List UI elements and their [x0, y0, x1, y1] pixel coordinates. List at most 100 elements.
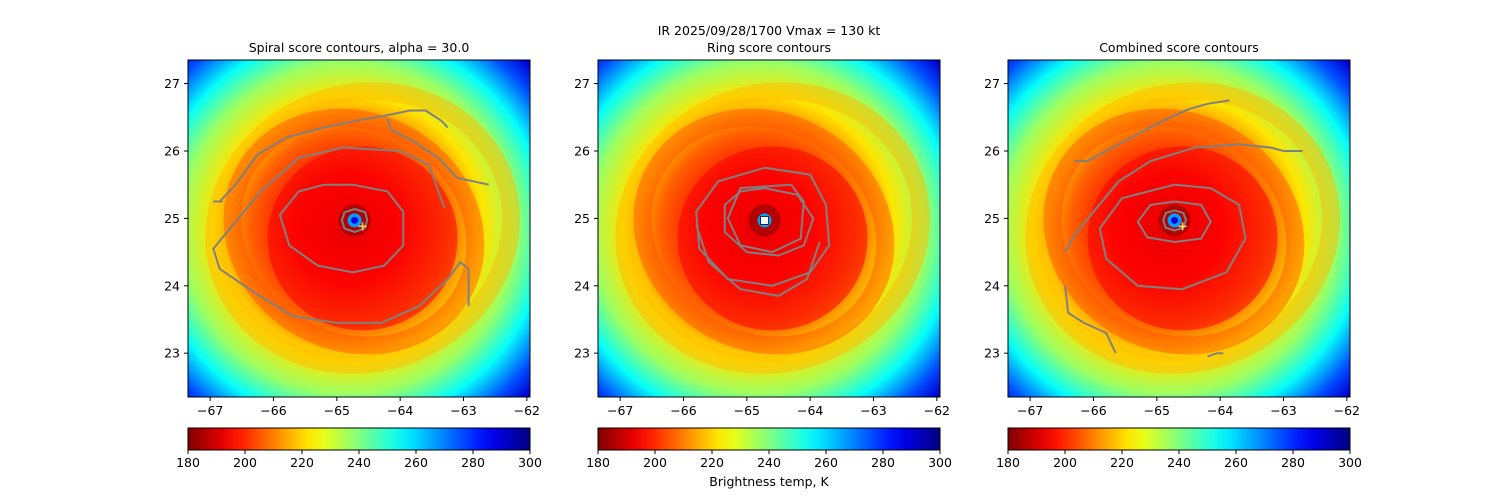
ir-image — [598, 60, 940, 397]
y-tick-label: 26 — [984, 143, 1000, 158]
x-tick-label: −66 — [1080, 403, 1106, 418]
y-tick-label: 26 — [164, 143, 180, 158]
score-contour — [1074, 99, 1230, 163]
x-tick-label: −64 — [1207, 403, 1233, 418]
colorbar-tick-label: 220 — [1110, 455, 1134, 470]
x-tick-label: −67 — [197, 403, 223, 418]
axes-frame — [597, 59, 941, 398]
y-tick-label: 23 — [574, 346, 590, 361]
colorbar-tick-label: 260 — [404, 455, 428, 470]
y-tick-label: 24 — [984, 278, 1000, 293]
score-contour — [1207, 352, 1224, 358]
figure-suptitle: IR 2025/09/28/1700 Vmax = 130 kt — [658, 23, 881, 38]
y-tick-label: 24 — [164, 278, 180, 293]
colorbar — [597, 427, 941, 451]
colorbar-tick-label: 220 — [290, 455, 314, 470]
x-tick-label: −65 — [324, 403, 350, 418]
colorbar-tick-label: 180 — [586, 455, 610, 470]
colorbar-tick-label: 220 — [700, 455, 724, 470]
colorbar-tick-label: 240 — [757, 455, 781, 470]
panel-title: Combined score contours — [1099, 40, 1259, 55]
panel-2: Ring score contours −67 −66 −65 −64 −63 −62 23 2… — [574, 40, 952, 470]
x-tick-label: −63 — [450, 403, 476, 418]
y-tick-label: 27 — [984, 76, 1000, 91]
center-marker — [358, 222, 367, 231]
axes-frame — [187, 59, 531, 398]
x-tick-label: −62 — [1334, 403, 1360, 418]
x-tick-label: −62 — [924, 403, 950, 418]
panel-title: Spiral score contours, alpha = 30.0 — [249, 40, 470, 55]
colorbar-label: Brightness temp, K — [709, 474, 829, 489]
panel-3: Combined score contours −67 −66 −65 −64 −63 −6… — [984, 40, 1362, 470]
panels: Spiral score contours, alpha = 30.0 −67 −6… — [164, 40, 1362, 470]
score-contour — [1064, 143, 1303, 253]
score-contour — [386, 118, 490, 186]
colorbar-tick-label: 200 — [1053, 455, 1077, 470]
central-dense-overcast — [267, 146, 458, 331]
y-tick-label: 25 — [984, 211, 1000, 226]
panel-1: Spiral score contours, alpha = 30.0 −67 −6… — [164, 40, 542, 470]
x-tick-label: −66 — [670, 403, 696, 418]
x-tick-label: −67 — [607, 403, 633, 418]
score-contour — [218, 109, 449, 203]
score-contour — [695, 166, 831, 287]
central-dense-overcast — [1087, 146, 1278, 331]
score-contour — [726, 183, 805, 254]
panel-title: Ring score contours — [707, 40, 831, 55]
x-tick-label: −62 — [514, 403, 540, 418]
colorbar-tick-label: 200 — [643, 455, 667, 470]
rain-band — [615, 82, 931, 374]
axes-frame — [1007, 59, 1351, 398]
colorbar-tick-label: 240 — [1167, 455, 1191, 470]
y-tick-label: 27 — [574, 76, 590, 91]
ir-image — [1008, 60, 1350, 397]
x-tick-label: −64 — [387, 403, 413, 418]
y-tick-label: 25 — [574, 211, 590, 226]
x-tick-label: −64 — [797, 403, 823, 418]
score-contour — [340, 208, 369, 233]
colorbar-tick-label: 300 — [1338, 455, 1362, 470]
y-tick-label: 23 — [164, 346, 180, 361]
colorbar-tick-label: 280 — [461, 455, 485, 470]
center-marker — [1178, 222, 1187, 231]
colorbar-tick-label: 240 — [347, 455, 371, 470]
colorbar-tick-label: 200 — [233, 455, 257, 470]
score-contour — [695, 224, 821, 297]
y-tick-label: 23 — [984, 346, 1000, 361]
eye-center — [351, 216, 359, 224]
score-contour — [212, 146, 470, 324]
colorbar-tick-label: 260 — [1224, 455, 1248, 470]
ir-image — [188, 60, 530, 397]
x-tick-label: −63 — [860, 403, 886, 418]
x-tick-label: −65 — [1144, 403, 1170, 418]
score-contour — [1136, 200, 1212, 244]
score-contour — [278, 183, 405, 274]
central-dense-overcast — [677, 146, 868, 331]
x-tick-label: −67 — [1017, 403, 1043, 418]
colorbar-tick-label: 280 — [1281, 455, 1305, 470]
x-tick-label: −63 — [1270, 403, 1296, 418]
colorbar-tick-label: 260 — [814, 455, 838, 470]
score-contour — [723, 187, 815, 257]
colorbar-tick-label: 180 — [176, 455, 200, 470]
y-tick-label: 27 — [164, 76, 180, 91]
colorbar-tick-label: 280 — [871, 455, 895, 470]
score-contour — [1098, 183, 1247, 291]
y-tick-label: 26 — [574, 143, 590, 158]
rain-band — [1025, 82, 1341, 374]
colorbar-tick-label: 300 — [928, 455, 952, 470]
x-tick-label: −65 — [734, 403, 760, 418]
colorbar — [1007, 427, 1351, 451]
colorbar — [187, 427, 531, 451]
rain-band — [633, 108, 895, 355]
y-tick-label: 24 — [574, 278, 590, 293]
rain-band — [205, 82, 521, 374]
colorbar-tick-label: 300 — [518, 455, 542, 470]
rain-band — [223, 108, 485, 355]
eye-center — [1171, 216, 1179, 224]
x-tick-label: −66 — [260, 403, 286, 418]
center-marker — [760, 216, 769, 225]
colorbar-tick-label: 180 — [996, 455, 1020, 470]
score-contour — [1064, 285, 1117, 354]
